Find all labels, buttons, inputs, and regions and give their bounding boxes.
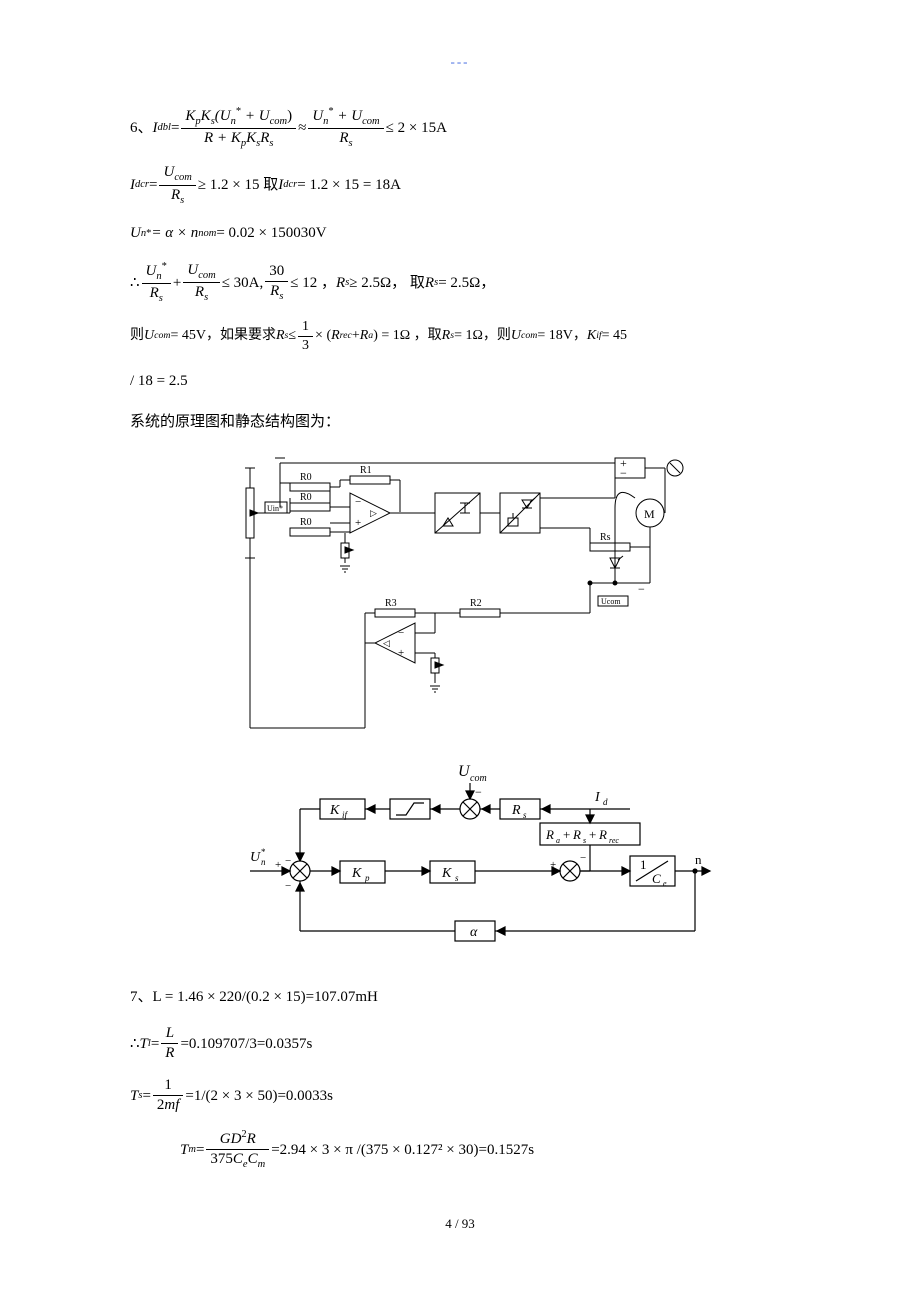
svg-text:Uin*: Uin* — [267, 504, 283, 513]
svg-text:K: K — [329, 803, 340, 818]
svg-text:I: I — [594, 790, 601, 805]
eq1-frac1: KpKs(Un* + Ucom) R + KpKsRs — [181, 105, 296, 151]
svg-text:▷: ▷ — [370, 508, 377, 518]
svg-text:+: + — [275, 859, 281, 871]
svg-text:+: + — [589, 827, 596, 842]
svg-text:−: − — [620, 466, 627, 480]
equation-7: 7、L = 1.46 × 220/(0.2 × 15)=107.07mH — [130, 983, 790, 1012]
svg-text:−: − — [580, 852, 586, 864]
svg-text:K: K — [351, 866, 362, 881]
svg-text:+: + — [355, 517, 361, 529]
equation-8: ∴ Tl = L R =0.109707/3=0.0357s — [130, 1024, 790, 1064]
svg-text:−: − — [285, 880, 291, 892]
svg-text:R: R — [598, 827, 607, 842]
svg-text:R3: R3 — [385, 598, 397, 609]
svg-text:−: − — [475, 785, 482, 799]
svg-text:R1: R1 — [360, 465, 372, 476]
eq1-approx: ≈ — [298, 114, 306, 143]
svg-text:K: K — [441, 866, 452, 881]
svg-text:n: n — [695, 852, 702, 867]
svg-text:+: + — [398, 647, 404, 659]
block-diagram: Ucom − Rs Id Ra + Rs + Rrec Kif — [130, 761, 790, 972]
equation-5: 则 Ucom = 45V，如果要求 Rs ≤ 1 3 × ( Rrec + Ra… — [130, 318, 790, 355]
svg-text:R0: R0 — [300, 492, 312, 503]
svg-text:−: − — [638, 582, 645, 596]
equation-3: Un* = α × nnom = 0.02 × 150030V — [130, 219, 790, 248]
svg-text:U: U — [250, 850, 261, 865]
equation-9: Ts = 1 2mf =1/(2 × 3 × 50)=0.0033s — [130, 1076, 790, 1116]
eq1-sub-dbl: dbl — [158, 118, 171, 138]
eq1-prefix: 6、 — [130, 114, 153, 143]
svg-text:α: α — [470, 925, 478, 940]
svg-text:R: R — [572, 827, 581, 842]
svg-text:R: R — [545, 827, 554, 842]
svg-text:R0: R0 — [300, 517, 312, 528]
svg-text:d: d — [603, 797, 608, 807]
equation-10: Tm = GD2R 375CeCm =2.94 × 3 × π /(375 × … — [180, 1128, 790, 1172]
svg-text:R2: R2 — [470, 598, 482, 609]
svg-text:◁: ◁ — [383, 638, 390, 648]
eq1-eq: = — [171, 114, 179, 143]
svg-text:e: e — [663, 879, 667, 888]
circuit-diagram: R0 R0 R0 Uin* R1 − + ▷ — [130, 448, 790, 749]
eq1-tail: ≤ 2 × 15A — [386, 114, 447, 143]
svg-text:Rs: Rs — [600, 532, 611, 543]
svg-text:rec: rec — [609, 836, 619, 845]
svg-text:1: 1 — [640, 857, 647, 872]
svg-text:+: + — [563, 827, 570, 842]
svg-text:n: n — [261, 857, 266, 867]
equation-1: 6、 Idbl = KpKs(Un* + Ucom) R + KpKsRs ≈ … — [130, 105, 790, 151]
equation-2: Idcr = Ucom Rs ≥ 1.2 × 15 取 Idcr = 1.2 ×… — [130, 163, 790, 207]
svg-text:C: C — [652, 871, 661, 886]
svg-text:*: * — [261, 847, 266, 857]
header-marker: --- — [130, 50, 790, 75]
svg-text:s: s — [455, 873, 459, 883]
svg-text:p: p — [364, 873, 370, 883]
svg-text:Ucom: Ucom — [601, 597, 621, 606]
equation-6: / 18 = 2.5 — [130, 367, 790, 396]
svg-text:s: s — [523, 810, 527, 820]
svg-text:−: − — [398, 627, 404, 639]
svg-text:s: s — [583, 836, 586, 845]
svg-text:−: − — [285, 855, 291, 867]
svg-text:−: − — [355, 496, 361, 508]
eq1-frac2: Un* + Ucom Rs — [308, 105, 383, 151]
svg-text:R0: R0 — [300, 472, 312, 483]
svg-text:M: M — [644, 507, 655, 521]
svg-text:R: R — [511, 803, 521, 818]
svg-text:a: a — [556, 836, 560, 845]
page-footer: 4 / 93 — [130, 1212, 790, 1237]
text-line-7: 系统的原理图和静态结构图为： — [130, 408, 790, 437]
equation-4: ∴ Un* Rs + Ucom Rs ≤ 30A, 30 Rs ≤ 12 ， R… — [130, 260, 790, 306]
svg-text:+: + — [550, 859, 556, 871]
svg-text:com: com — [470, 773, 487, 784]
